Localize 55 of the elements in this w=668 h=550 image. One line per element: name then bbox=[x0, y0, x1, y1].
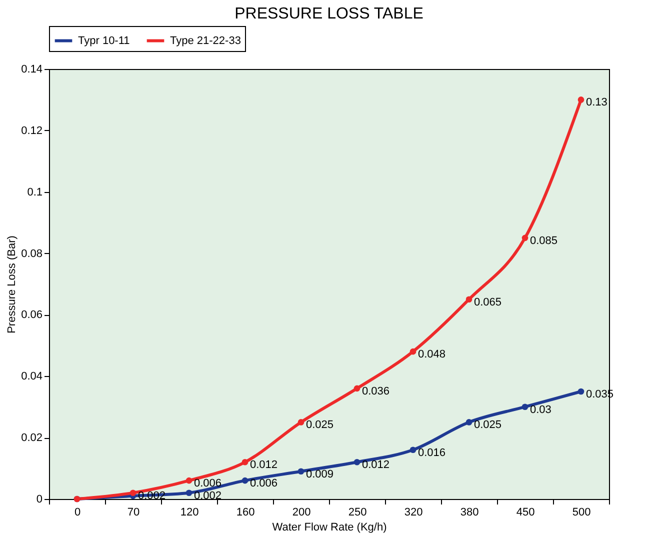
x-tick-label: 500 bbox=[572, 506, 591, 518]
data-label: 0.009 bbox=[306, 468, 334, 480]
x-tick-label: 450 bbox=[516, 506, 535, 518]
data-label: 0.012 bbox=[362, 459, 390, 472]
data-label: 0.036 bbox=[362, 385, 390, 398]
point bbox=[186, 477, 192, 484]
point bbox=[298, 419, 304, 426]
point bbox=[522, 234, 528, 242]
y-tick-label: 0.04 bbox=[21, 370, 42, 383]
point bbox=[410, 348, 416, 355]
point bbox=[130, 490, 136, 496]
data-label: 0.025 bbox=[474, 419, 502, 432]
x-tick-label: 0 bbox=[74, 506, 81, 518]
x-tick-label: 380 bbox=[460, 506, 479, 518]
point bbox=[466, 296, 472, 303]
x-tick-label: 200 bbox=[292, 506, 311, 518]
chart-title: PRESSURE LOSS TABLE bbox=[234, 6, 424, 22]
point bbox=[522, 404, 528, 410]
x-tick-label: 250 bbox=[348, 506, 367, 518]
data-label: 0.002 bbox=[194, 490, 222, 502]
point bbox=[298, 468, 304, 475]
y-tick-label: 0.14 bbox=[21, 64, 42, 76]
data-label: 0.025 bbox=[306, 419, 334, 432]
data-label: 0.016 bbox=[418, 446, 446, 459]
legend-label: Type 21-22-33 bbox=[170, 34, 241, 47]
y-tick-label: 0.02 bbox=[21, 432, 42, 444]
x-tick-label: 320 bbox=[404, 506, 423, 518]
y-tick-label: 0.12 bbox=[21, 124, 42, 137]
data-label: 0.006 bbox=[250, 478, 278, 490]
legend-label: Typr 10-11 bbox=[78, 34, 130, 47]
point bbox=[242, 477, 248, 484]
x-tick-label: 120 bbox=[180, 506, 199, 518]
data-label: 0.13 bbox=[586, 96, 608, 109]
data-label: 0.085 bbox=[530, 234, 558, 247]
point bbox=[410, 446, 416, 454]
point bbox=[578, 96, 584, 103]
point bbox=[242, 458, 248, 466]
y-tick-label: 0.1 bbox=[27, 186, 42, 198]
point bbox=[578, 388, 584, 395]
y-tick-label: 0.06 bbox=[21, 309, 42, 322]
data-label: 0.006 bbox=[194, 478, 222, 490]
x-axis-title: Water Flow Rate (Kg/h) bbox=[272, 522, 387, 534]
data-label: 0.012 bbox=[250, 459, 278, 472]
point bbox=[466, 419, 472, 426]
data-label: 0.03 bbox=[530, 404, 552, 416]
y-tick-label: 0.08 bbox=[21, 248, 42, 260]
y-axis-title: Pressure Loss (Bar) bbox=[6, 236, 18, 334]
point bbox=[186, 490, 192, 496]
data-label: 0.065 bbox=[474, 296, 502, 308]
x-tick-label: 70 bbox=[127, 506, 140, 518]
data-label: 0.048 bbox=[418, 348, 446, 361]
point bbox=[354, 458, 360, 466]
y-tick-label: 0 bbox=[36, 494, 42, 506]
x-tick-label: 160 bbox=[236, 506, 255, 518]
point bbox=[354, 385, 360, 392]
